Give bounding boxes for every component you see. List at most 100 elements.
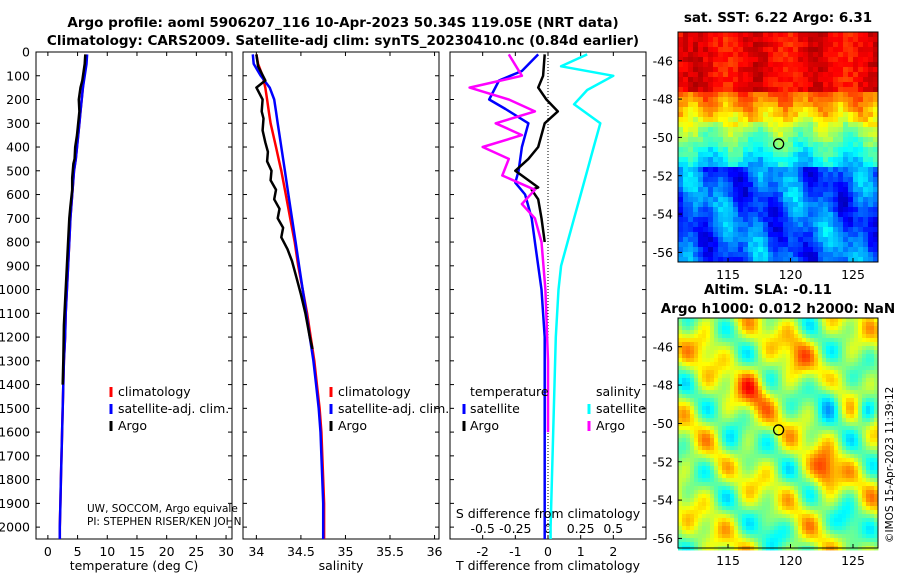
heatmap-cell: [714, 418, 719, 423]
heatmap-cell: [853, 87, 859, 93]
heatmap-cell: [786, 326, 791, 331]
heatmap-cell: [713, 62, 719, 68]
heatmap-cell: [753, 222, 759, 228]
heatmap-cell: [810, 362, 815, 367]
heatmap-cell: [758, 342, 763, 347]
heatmap-cell: [846, 406, 851, 411]
heatmap-cell: [714, 514, 719, 519]
heatmap-cell: [678, 526, 683, 531]
heatmap-cell: [794, 342, 799, 347]
heatmap-cell: [742, 418, 747, 423]
heatmap-cell: [818, 212, 824, 218]
heatmap-cell: [866, 510, 871, 515]
heatmap-cell: [763, 112, 769, 118]
heatmap-cell: [838, 382, 843, 387]
heatmap-cell: [813, 212, 819, 218]
heatmap-cell: [718, 57, 724, 63]
heatmap-cell: [686, 506, 691, 511]
heatmap-cell: [822, 450, 827, 455]
heatmap-cell: [723, 107, 729, 113]
heatmap-cell: [748, 247, 754, 253]
y-tick-label: 1400: [0, 377, 30, 392]
heatmap-cell: [793, 47, 799, 53]
heatmap-cell: [798, 57, 804, 63]
heatmap-cell: [774, 390, 779, 395]
heatmap-cell: [848, 92, 854, 98]
heatmap-cell: [806, 354, 811, 359]
heatmap-cell: [858, 482, 863, 487]
heatmap-cell: [694, 450, 699, 455]
heatmap-cell: [782, 446, 787, 451]
heatmap-cell: [868, 102, 874, 108]
heatmap-cell: [686, 538, 691, 543]
heatmap-cell: [743, 142, 749, 148]
heatmap-cell: [802, 426, 807, 431]
heatmap-cell: [774, 358, 779, 363]
heatmap-cell: [750, 486, 755, 491]
heatmap-cell: [733, 227, 739, 233]
heatmap-cell: [846, 502, 851, 507]
heatmap-cell: [778, 182, 784, 188]
heatmap-cell: [846, 366, 851, 371]
heatmap-cell: [818, 197, 824, 203]
heatmap-cell: [830, 394, 835, 399]
heatmap-cell: [873, 92, 879, 98]
heatmap-cell: [694, 442, 699, 447]
heatmap-cell: [678, 192, 684, 198]
heatmap-cell: [802, 510, 807, 515]
heatmap-cell: [742, 494, 747, 499]
heatmap-cell: [868, 177, 874, 183]
heatmap-cell: [803, 232, 809, 238]
heatmap-cell: [758, 192, 764, 198]
heatmap-cell: [743, 72, 749, 78]
heatmap-cell: [782, 370, 787, 375]
heatmap-cell: [770, 430, 775, 435]
heatmap-cell: [754, 338, 759, 343]
heatmap-cell: [678, 122, 684, 128]
heatmap-cell: [734, 470, 739, 475]
heatmap-cell: [834, 538, 839, 543]
heatmap-cell: [733, 47, 739, 53]
heatmap-cell: [733, 82, 739, 88]
heatmap-cell: [774, 474, 779, 479]
heatmap-cell: [718, 127, 724, 133]
heatmap-cell: [708, 252, 714, 258]
heatmap-cell: [738, 534, 743, 539]
heatmap-cell: [730, 386, 735, 391]
heatmap-cell: [813, 52, 819, 58]
heatmap-cell: [848, 82, 854, 88]
heatmap-cell: [823, 227, 829, 233]
heatmap-cell: [830, 474, 835, 479]
heatmap-cell: [683, 117, 689, 123]
heatmap-cell: [690, 350, 695, 355]
heatmap-cell: [686, 422, 691, 427]
heatmap-cell: [810, 386, 815, 391]
heatmap-cell: [858, 370, 863, 375]
heatmap-cell: [853, 182, 859, 188]
heatmap-cell: [690, 354, 695, 359]
heatmap-cell: [690, 378, 695, 383]
heatmap-cell: [862, 390, 867, 395]
heatmap-cell: [770, 410, 775, 415]
heatmap-cell: [858, 542, 863, 547]
heatmap-cell: [848, 192, 854, 198]
heatmap-cell: [818, 370, 823, 375]
heatmap-cell: [734, 430, 739, 435]
heatmap-cell: [854, 390, 859, 395]
heatmap-cell: [753, 232, 759, 238]
heatmap-cell: [723, 37, 729, 43]
heatmap-cell: [828, 147, 834, 153]
heatmap-cell: [718, 474, 723, 479]
heatmap-cell: [782, 366, 787, 371]
heatmap-cell: [770, 382, 775, 387]
heatmap-cell: [698, 162, 704, 168]
heatmap-cell: [742, 358, 747, 363]
heatmap-cell: [822, 482, 827, 487]
heatmap-cell: [808, 107, 814, 113]
heatmap-cell: [762, 462, 767, 467]
heatmap-cell: [798, 107, 804, 113]
heatmap-cell: [806, 462, 811, 467]
heatmap-cell: [798, 530, 803, 535]
heatmap-cell: [768, 137, 774, 143]
heatmap-cell: [854, 454, 859, 459]
